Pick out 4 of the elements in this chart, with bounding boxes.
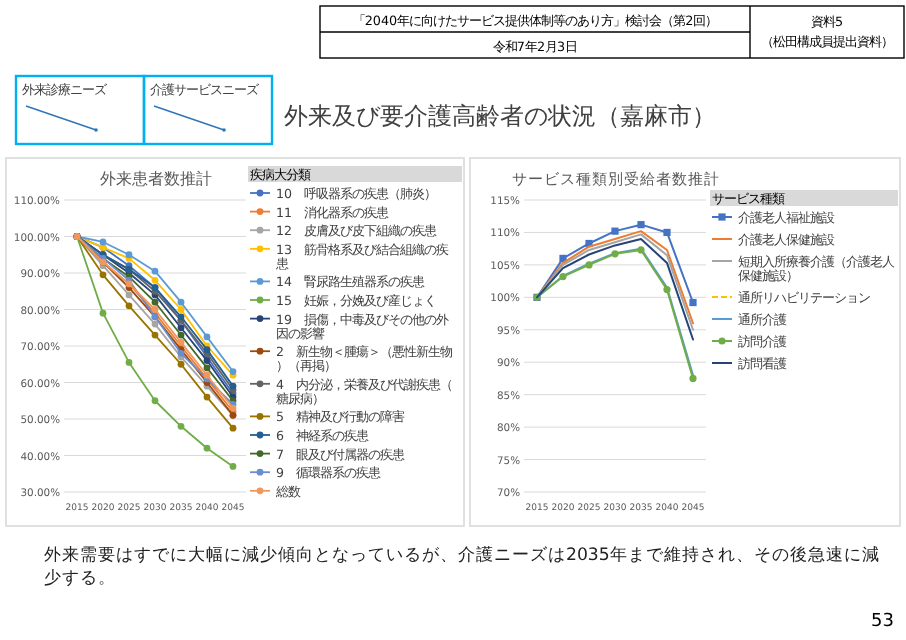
- chart-title: 外来患者数推計: [100, 170, 212, 188]
- text: 外来及び要介護高齢者の状況（嘉麻市）: [284, 102, 716, 130]
- text: 外来需要はすでに大幅に減少傾向となっているが、介護ニーズは2035年まで維持され、その後急速に減少する。: [44, 544, 880, 589]
- text: 53: [871, 612, 894, 632]
